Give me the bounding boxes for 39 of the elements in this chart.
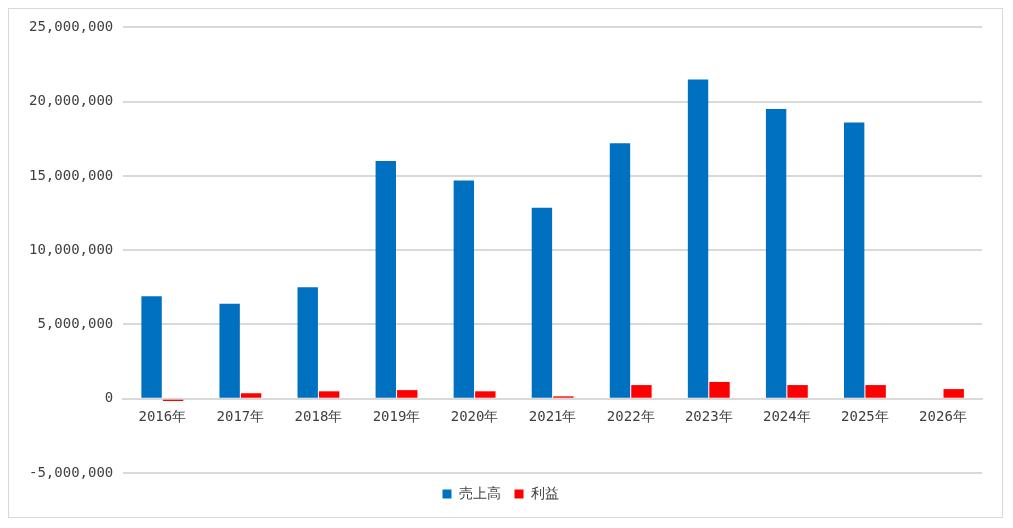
y-tick-label: 5,000,000 xyxy=(37,315,114,332)
bar xyxy=(787,385,808,398)
x-tick-label: 2022年 xyxy=(606,407,655,424)
y-tick-label: -5,000,000 xyxy=(28,463,114,480)
bar xyxy=(318,391,340,398)
x-tick-label: 2023年 xyxy=(684,407,733,424)
bar xyxy=(475,391,496,398)
bar xyxy=(219,303,240,398)
bar xyxy=(453,180,475,398)
x-tick-label: 2019年 xyxy=(372,407,421,424)
bar xyxy=(943,389,964,398)
x-tick-label: 2016年 xyxy=(138,407,187,424)
bar xyxy=(765,109,787,398)
bar xyxy=(709,381,730,398)
x-tick-label: 2020年 xyxy=(450,407,499,424)
bar xyxy=(375,161,396,398)
legend-label: 売上高 xyxy=(458,484,501,501)
bar xyxy=(687,79,709,398)
bar xyxy=(297,287,318,398)
bar xyxy=(609,143,631,398)
y-tick-label: 25,000,000 xyxy=(28,18,114,35)
y-tick-label: 20,000,000 xyxy=(28,92,114,109)
x-tick-label: 2026年 xyxy=(919,407,967,424)
x-tick-label: 2024年 xyxy=(762,407,811,424)
bar xyxy=(843,122,865,398)
y-tick-label: 0 xyxy=(104,389,114,406)
x-tick-label: 2021年 xyxy=(528,407,577,424)
legend-label: 利益 xyxy=(530,484,559,501)
y-tick-label: 15,000,000 xyxy=(28,166,114,183)
bar xyxy=(865,385,886,398)
x-tick-label: 2025年 xyxy=(841,407,889,424)
x-tick-label: 2017年 xyxy=(216,407,265,424)
bar xyxy=(240,393,262,398)
y-tick-label: 10,000,000 xyxy=(28,240,114,257)
bar xyxy=(531,207,553,398)
bar xyxy=(397,390,418,398)
x-tick-label: 2018年 xyxy=(294,407,343,424)
bar xyxy=(631,385,652,398)
bar xyxy=(141,296,162,398)
